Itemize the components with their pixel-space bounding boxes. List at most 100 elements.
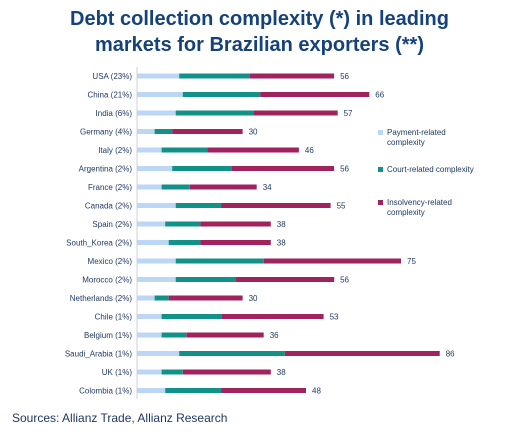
bar-court-related-complexity-argentina-2 [172, 166, 232, 171]
bar-court-related-complexity-netherlands-2 [154, 295, 169, 301]
bar-court-related-complexity-belgium-1 [161, 332, 187, 338]
category-label-saudi-arabia-1: Saudi_Arabia (1%) [65, 350, 132, 359]
data-label-india-6: 57 [344, 109, 353, 118]
bar-payment-related-complexity-morocco-2 [137, 277, 176, 282]
title-line-1: Debt collection complexity (*) in leadin… [70, 8, 449, 30]
bar-insolvency-related-complexity-spain-2 [200, 221, 271, 227]
bar-insolvency-related-complexity-chile-1 [221, 314, 324, 319]
title-line-2: markets for Brazilian exporters (**) [94, 34, 424, 56]
legend-label-insolvency-related-complexity: Insolvency-related complexity [387, 198, 452, 217]
bar-payment-related-complexity-saudi-arabia-1 [137, 351, 180, 356]
bar-insolvency-related-complexity-morocco-2 [235, 277, 335, 282]
data-label-usa-23: 56 [340, 72, 349, 81]
category-label-argentina-2: Argentina (2%) [79, 165, 133, 174]
bar-payment-related-complexity-netherlands-2 [137, 295, 155, 301]
bar-payment-related-complexity-belgium-1 [137, 332, 162, 338]
bar-payment-related-complexity-china-21 [137, 92, 183, 97]
bar-payment-related-complexity-colombia-1 [137, 388, 166, 393]
category-label-mexico-2: Mexico (2%) [88, 257, 133, 266]
bar-insolvency-related-complexity-france-2 [189, 184, 257, 190]
bar-insolvency-related-complexity-uk-1 [182, 369, 271, 375]
data-label-morocco-2: 56 [340, 276, 349, 285]
bar-court-related-complexity-usa-23 [179, 73, 250, 79]
data-label-mexico-2: 75 [407, 257, 416, 266]
category-label-chile-1: Chile (1%) [95, 313, 133, 322]
category-label-morocco-2: Morocco (2%) [82, 276, 132, 285]
bar-court-related-complexity-germany-4 [154, 129, 173, 134]
bar-insolvency-related-complexity-south-korea-2 [200, 240, 271, 245]
legend-swatch-payment-related-complexity [378, 130, 383, 135]
bar-payment-related-complexity-canada-2 [137, 203, 176, 208]
bar-court-related-complexity-south-korea-2 [168, 240, 201, 245]
bar-insolvency-related-complexity-china-21 [260, 92, 370, 97]
legend: Payment-related complexity Court-related c… [378, 128, 474, 217]
category-label-canada-2: Canada (2%) [85, 202, 132, 211]
bar-insolvency-related-complexity-colombia-1 [221, 388, 306, 393]
bar-payment-related-complexity-usa-23 [137, 73, 180, 79]
category-label-germany-4: Germany (4%) [80, 128, 132, 137]
bar-payment-related-complexity-france-2 [137, 184, 162, 190]
bar-insolvency-related-complexity-belgium-1 [186, 332, 264, 338]
bar-insolvency-related-complexity-saudi-arabia-1 [284, 351, 440, 356]
category-label-italy-2: Italy (2%) [98, 146, 132, 155]
source-note: Sources: Allianz Trade, Allianz Research [12, 411, 228, 425]
bar-court-related-complexity-italy-2 [161, 147, 208, 153]
category-label-usa-23: USA (23%) [92, 72, 132, 81]
legend-swatch-insolvency-related-complexity [378, 200, 383, 205]
category-label-belgium-1: Belgium (1%) [84, 331, 132, 340]
bar-court-related-complexity-china-21 [182, 92, 261, 97]
data-label-belgium-1: 36 [270, 331, 279, 340]
category-label-uk-1: UK (1%) [102, 368, 133, 377]
bar-court-related-complexity-saudi-arabia-1 [179, 351, 285, 356]
data-label-italy-2: 46 [305, 146, 314, 155]
category-label-colombia-1: Colombia (1%) [79, 387, 132, 396]
bar-payment-related-complexity-uk-1 [137, 369, 162, 375]
bar-court-related-complexity-uk-1 [161, 369, 183, 375]
data-label-spain-2: 38 [277, 220, 286, 229]
chart-title: Debt collection complexity (*) in leadin… [0, 6, 519, 58]
bar-insolvency-related-complexity-mexico-2 [263, 258, 401, 264]
data-label-canada-2: 55 [337, 202, 346, 211]
bars-layer: USA (23%) 56 China (21%) 66 India (6%) 57 Germ… [65, 72, 455, 396]
bar-payment-related-complexity-spain-2 [137, 221, 166, 227]
bar-insolvency-related-complexity-canada-2 [221, 203, 331, 208]
data-label-colombia-1: 48 [312, 387, 321, 396]
category-label-india-6: India (6%) [96, 109, 133, 118]
bar-court-related-complexity-canada-2 [175, 203, 222, 208]
data-label-uk-1: 38 [277, 368, 286, 377]
bar-court-related-complexity-france-2 [161, 184, 190, 190]
bar-payment-related-complexity-germany-4 [137, 129, 155, 134]
bar-court-related-complexity-india-6 [175, 110, 254, 116]
data-label-chile-1: 53 [330, 313, 339, 322]
bar-insolvency-related-complexity-netherlands-2 [168, 295, 243, 301]
category-label-france-2: France (2%) [88, 183, 132, 192]
legend-label-payment-related-complexity: Payment-related complexity [387, 128, 446, 147]
category-label-china-21: China (21%) [88, 91, 133, 100]
bar-court-related-complexity-mexico-2 [175, 258, 264, 264]
legend-label-court-related-complexity: Court-related complexity [387, 165, 474, 174]
category-label-spain-2: Spain (2%) [92, 220, 132, 229]
bar-court-related-complexity-chile-1 [161, 314, 222, 319]
data-label-germany-4: 30 [249, 128, 258, 137]
bar-insolvency-related-complexity-india-6 [253, 110, 338, 116]
data-label-netherlands-2: 30 [249, 294, 258, 303]
bar-insolvency-related-complexity-usa-23 [249, 73, 335, 79]
data-label-france-2: 34 [263, 183, 272, 192]
data-label-south-korea-2: 38 [277, 239, 286, 248]
category-label-south-korea-2: South_Korea (2%) [66, 239, 132, 248]
bar-court-related-complexity-spain-2 [165, 221, 201, 227]
bar-payment-related-complexity-italy-2 [137, 147, 162, 153]
data-label-china-21: 66 [375, 91, 384, 100]
bar-court-related-complexity-colombia-1 [165, 388, 222, 393]
bar-insolvency-related-complexity-italy-2 [207, 147, 299, 153]
bar-payment-related-complexity-mexico-2 [137, 258, 176, 264]
category-label-netherlands-2: Netherlands (2%) [70, 294, 133, 303]
data-label-saudi-arabia-1: 86 [446, 350, 455, 359]
bar-payment-related-complexity-south-korea-2 [137, 240, 169, 245]
bar-court-related-complexity-morocco-2 [175, 277, 236, 282]
data-label-argentina-2: 56 [340, 165, 349, 174]
bar-insolvency-related-complexity-germany-4 [172, 129, 243, 134]
legend-swatch-court-related-complexity [378, 167, 383, 172]
bar-payment-related-complexity-india-6 [137, 110, 176, 116]
